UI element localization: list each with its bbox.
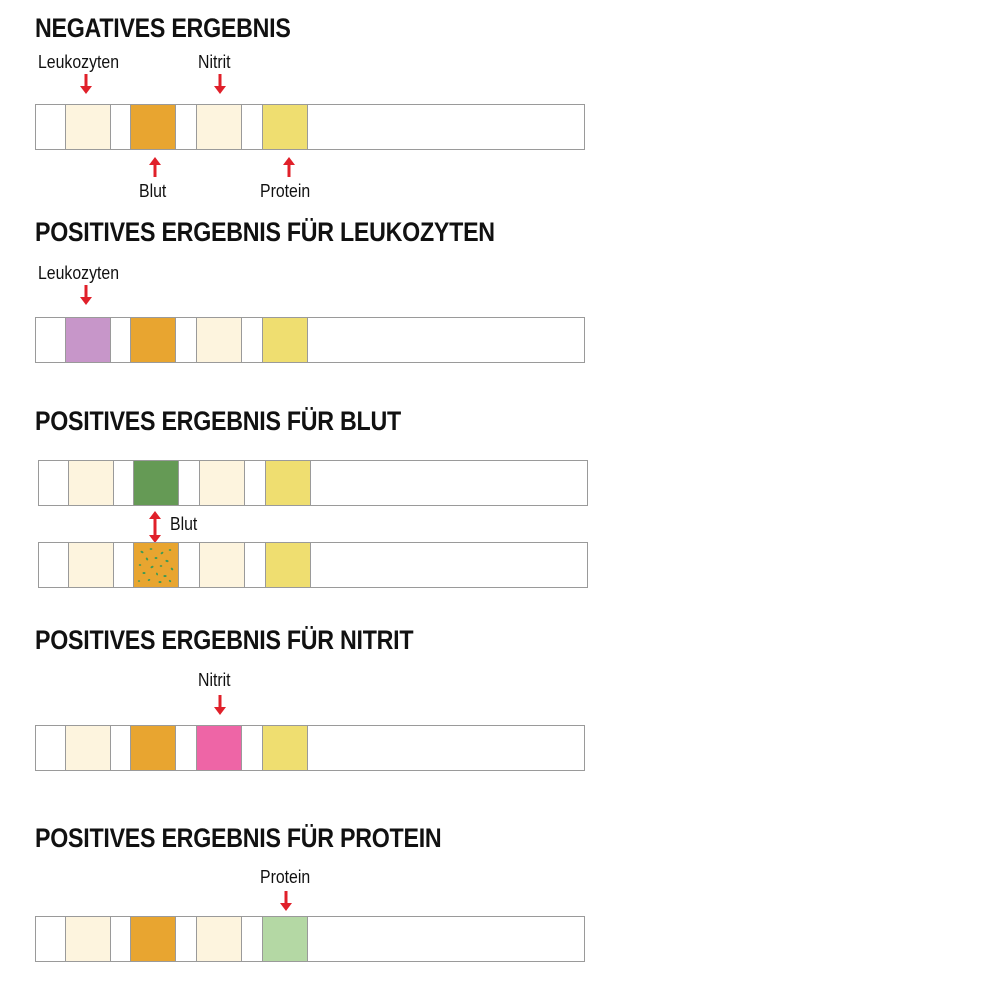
pad-protein	[262, 917, 308, 961]
pad-leukocytes	[65, 917, 111, 961]
pad-leukocytes	[65, 105, 111, 149]
pad-protein	[262, 105, 308, 149]
pad-protein	[265, 461, 311, 505]
pad-nitrite	[196, 318, 242, 362]
label-leukocytes: Leukozyten	[38, 52, 120, 72]
section-title-protein: POSITIVES ERGEBNIS FÜR PROTEIN	[35, 823, 442, 853]
pad-nitrite	[196, 105, 242, 149]
test-strip-leukocytes-positive	[35, 317, 585, 363]
test-strip-blood-positive	[38, 460, 588, 506]
pad-protein	[265, 543, 311, 587]
label-blood: Blut	[139, 181, 167, 201]
pad-blood	[130, 917, 176, 961]
pad-blood	[130, 726, 176, 770]
arrow-down-icon	[80, 285, 92, 305]
pad-leukocytes	[65, 726, 111, 770]
test-strip-nitrite-positive	[35, 725, 585, 771]
label-protein: Protein	[260, 181, 311, 201]
label-blood: Blut	[170, 514, 198, 534]
pad-nitrite	[196, 917, 242, 961]
label-nitrite: Nitrit	[198, 52, 231, 72]
label-nitrite: Nitrit	[198, 670, 231, 690]
speckle-pattern	[137, 548, 174, 583]
pad-leukocytes	[65, 318, 111, 362]
arrow-up-icon	[283, 157, 295, 177]
arrow-down-icon	[80, 74, 92, 94]
pad-protein	[262, 318, 308, 362]
label-leukocytes: Leukozyten	[38, 263, 120, 283]
pad-blood	[130, 318, 176, 362]
section-title-leukocytes: POSITIVES ERGEBNIS FÜR LEUKOZYTEN	[35, 217, 495, 247]
pad-nitrite	[196, 726, 242, 770]
pad-blood	[130, 105, 176, 149]
test-strip-blood-speckled	[38, 542, 588, 588]
arrow-down-icon	[214, 695, 226, 715]
pad-protein	[262, 726, 308, 770]
test-strip-protein-positive	[35, 916, 585, 962]
test-strip-negative	[35, 104, 585, 150]
pad-blood-speckled	[133, 543, 179, 587]
section-title-nitrite: POSITIVES ERGEBNIS FÜR NITRIT	[35, 625, 414, 655]
pad-nitrite	[199, 543, 245, 587]
arrow-up-icon	[149, 157, 161, 177]
label-protein: Protein	[260, 867, 311, 887]
double-arrow-icon	[149, 511, 161, 543]
pad-leukocytes	[68, 543, 114, 587]
pad-leukocytes	[68, 461, 114, 505]
arrow-down-icon	[214, 74, 226, 94]
section-title-blood: POSITIVES ERGEBNIS FÜR BLUT	[35, 406, 401, 436]
pad-nitrite	[199, 461, 245, 505]
arrow-down-icon	[280, 891, 292, 911]
pad-blood	[133, 461, 179, 505]
section-title-negative: NEGATIVES ERGEBNIS	[35, 13, 291, 43]
